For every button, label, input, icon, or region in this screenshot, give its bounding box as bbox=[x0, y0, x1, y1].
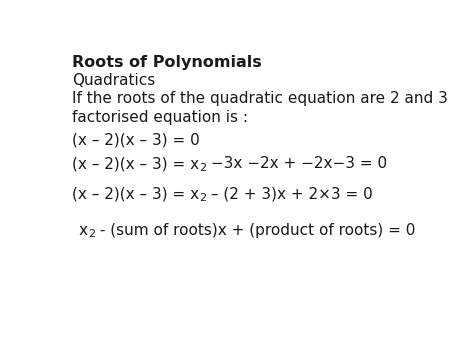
Text: 2: 2 bbox=[88, 229, 95, 239]
Text: Roots of Polynomials: Roots of Polynomials bbox=[72, 55, 262, 70]
Text: (x – 2)(x – 3) = 0: (x – 2)(x – 3) = 0 bbox=[72, 133, 200, 148]
Text: factorised equation is :: factorised equation is : bbox=[72, 110, 248, 124]
Text: Quadratics: Quadratics bbox=[72, 73, 155, 88]
Text: (x – 2)(x – 3) = x: (x – 2)(x – 3) = x bbox=[72, 186, 199, 201]
Text: – (2 + 3)x + 2×3 = 0: – (2 + 3)x + 2×3 = 0 bbox=[206, 186, 373, 201]
Text: 2: 2 bbox=[199, 193, 206, 203]
Text: 2: 2 bbox=[199, 163, 206, 173]
Text: If the roots of the quadratic equation are 2 and 3 then the: If the roots of the quadratic equation a… bbox=[72, 91, 450, 106]
Text: - (sum of roots)x + (product of roots) = 0: - (sum of roots)x + (product of roots) =… bbox=[95, 223, 415, 238]
Text: x: x bbox=[79, 223, 88, 238]
Text: 2: 2 bbox=[199, 193, 206, 203]
Text: −3x −2x + −2x−3 = 0: −3x −2x + −2x−3 = 0 bbox=[206, 156, 387, 171]
Text: (x – 2)(x – 3) = x: (x – 2)(x – 3) = x bbox=[72, 156, 199, 171]
Text: 2: 2 bbox=[199, 163, 206, 173]
Text: 2: 2 bbox=[88, 229, 95, 239]
